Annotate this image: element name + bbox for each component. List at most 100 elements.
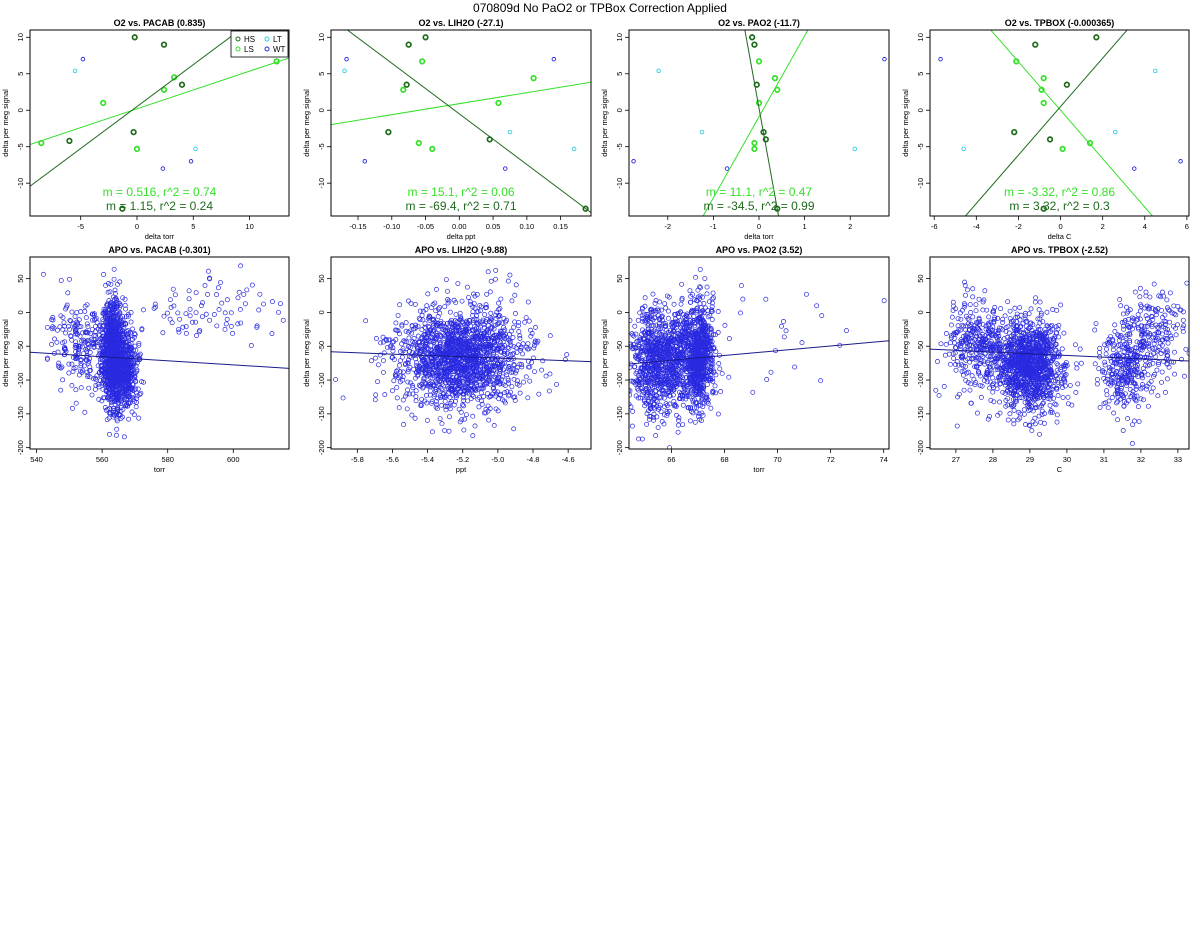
data-point	[536, 391, 542, 397]
data-point	[469, 369, 474, 375]
data-point	[49, 317, 55, 323]
data-point	[437, 332, 443, 338]
data-point	[488, 342, 494, 348]
data-point	[646, 413, 652, 419]
data-point	[280, 317, 286, 323]
data-point	[496, 396, 502, 402]
data-point-lt	[193, 146, 198, 152]
data-point	[441, 391, 447, 397]
y-tick-label: -5	[317, 143, 326, 150]
data-point	[645, 323, 651, 329]
data-point	[632, 364, 638, 370]
data-point	[502, 336, 507, 342]
data-point	[410, 391, 416, 397]
x-tick-label: -5	[77, 222, 84, 231]
data-point	[651, 350, 656, 356]
data-point	[643, 356, 649, 362]
data-point	[465, 359, 471, 365]
data-point	[655, 326, 661, 332]
data-point	[505, 278, 511, 284]
y-axis-label: delta per meg signal	[600, 319, 609, 387]
data-point	[457, 317, 463, 323]
data-point	[112, 287, 118, 293]
x-tick-label: -4.8	[527, 455, 540, 464]
data-point	[130, 396, 136, 402]
legend-marker-lt	[264, 36, 270, 42]
data-point	[484, 347, 490, 353]
data-point	[512, 394, 518, 400]
data-point	[119, 414, 125, 420]
data-point-hs	[66, 137, 73, 145]
data-point	[381, 350, 387, 356]
data-point	[648, 314, 653, 320]
data-point	[457, 419, 463, 425]
data-point	[526, 318, 532, 324]
data-point	[426, 361, 432, 367]
data-point	[647, 403, 653, 409]
data-point	[700, 400, 706, 406]
data-point	[409, 323, 415, 329]
y-axis-label: delta per meg signal	[302, 319, 311, 387]
data-point	[437, 416, 443, 422]
data-point-wt	[80, 56, 86, 62]
data-point	[187, 306, 193, 312]
data-point-hs	[751, 41, 758, 48]
data-point	[78, 385, 84, 391]
data-point	[394, 395, 400, 401]
data-point	[464, 340, 470, 346]
data-point	[73, 329, 79, 335]
data-point	[125, 403, 131, 409]
data-point	[464, 344, 470, 349]
data-point	[521, 379, 526, 385]
data-point	[663, 305, 669, 311]
data-point	[433, 404, 439, 410]
data-point	[499, 349, 505, 355]
data-point	[393, 373, 398, 379]
data-point-lt	[1113, 129, 1118, 135]
data-point-hs	[403, 81, 410, 88]
legend-marker-hs	[235, 36, 241, 42]
data-point	[277, 301, 283, 307]
data-point	[475, 309, 481, 314]
data-point	[488, 310, 494, 316]
data-point	[417, 308, 423, 314]
data-point	[99, 367, 105, 373]
data-point	[406, 329, 411, 335]
data-point	[504, 350, 510, 356]
data-point	[694, 306, 700, 312]
data-point-hs	[762, 136, 769, 143]
data-point	[436, 358, 442, 364]
data-point	[528, 327, 533, 333]
data-point	[645, 374, 651, 380]
data-point	[642, 403, 648, 409]
data-point	[151, 305, 157, 311]
data-point	[393, 368, 399, 374]
chart-panel-7: APO vs. PAO2 (3.52)66 68 70 72 74-200-150-10…	[600, 245, 890, 474]
data-point	[437, 384, 443, 390]
x-tick-label: -2	[1015, 222, 1022, 231]
data-point	[205, 291, 211, 297]
data-point	[654, 380, 660, 386]
x-tick-label: 4	[1143, 222, 1147, 231]
data-point	[61, 346, 67, 352]
data-point	[460, 375, 466, 381]
legend-marker-ls	[235, 46, 241, 52]
data-point	[511, 362, 517, 367]
data-point	[235, 321, 241, 327]
data-point	[194, 333, 199, 338]
data-point	[127, 365, 133, 371]
data-point	[665, 308, 671, 314]
data-point	[692, 391, 698, 397]
fit-annotation: m = -3.32, r^2 = 0.86	[1004, 185, 1115, 199]
data-point	[441, 356, 447, 362]
data-point	[390, 354, 396, 360]
data-point	[67, 326, 73, 332]
data-point	[436, 374, 442, 380]
data-point-lt	[342, 68, 347, 74]
data-point	[56, 360, 62, 366]
data-point	[198, 303, 204, 309]
data-point-ls	[160, 86, 168, 93]
data-point	[465, 284, 470, 290]
x-axis-label: torr	[154, 465, 166, 474]
data-point	[106, 358, 112, 364]
